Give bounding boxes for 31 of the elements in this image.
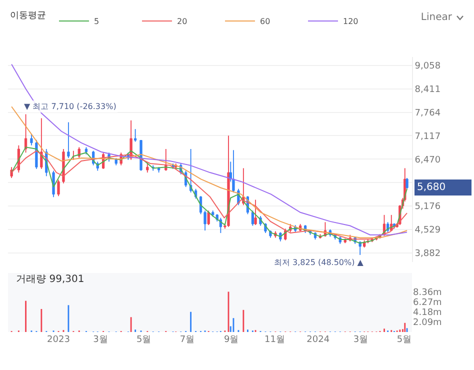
annotation: ▼ 최고 7,710 (-26.33%) <box>24 102 116 111</box>
x-tick-label: 9월 <box>224 335 239 345</box>
y-tick-label: 7,117 <box>414 132 441 142</box>
x-tick-label: 2024 <box>306 335 330 345</box>
x-tick-label: 3월 <box>93 335 108 345</box>
y-tick-label: 3,882 <box>414 249 441 260</box>
y-tick-label: 6.27m <box>413 298 442 308</box>
x-tick-label: 3월 <box>353 335 368 345</box>
y-tick-label: 9,058 <box>414 62 441 72</box>
y-tick-label: 8,411 <box>414 84 441 95</box>
text: Linear <box>420 12 452 23</box>
y-tick-label: 4,529 <box>414 226 441 236</box>
annotation: 5,680 <box>417 182 446 193</box>
x-tick-label: 5월 <box>396 335 412 345</box>
legend-title: 이동평균 <box>10 11 46 22</box>
y-tick-label: 6,470 <box>414 155 441 166</box>
legend-label: 120 <box>343 17 358 26</box>
x-tick-label: 5월 <box>136 335 152 345</box>
y-tick-label: 8.36m <box>413 288 442 298</box>
x-tick-label: 11월 <box>264 335 285 345</box>
y-tick-label: 2.09m <box>413 318 442 328</box>
y-tick-label: 4.18m <box>413 308 442 318</box>
y-tick-label: 7,764 <box>414 108 441 118</box>
x-tick-label: 2023 <box>47 335 70 345</box>
legend-label: 60 <box>260 17 270 26</box>
legend-label: 5 <box>94 17 100 26</box>
chart-title: 거래량 99,301 <box>16 274 84 285</box>
y-tick-label: 5,176 <box>414 202 441 212</box>
x-tick-label: 7월 <box>180 335 195 345</box>
legend-label: 20 <box>177 17 188 26</box>
annotation: 최저 3,825 (48.50%) ▲ <box>274 258 364 267</box>
